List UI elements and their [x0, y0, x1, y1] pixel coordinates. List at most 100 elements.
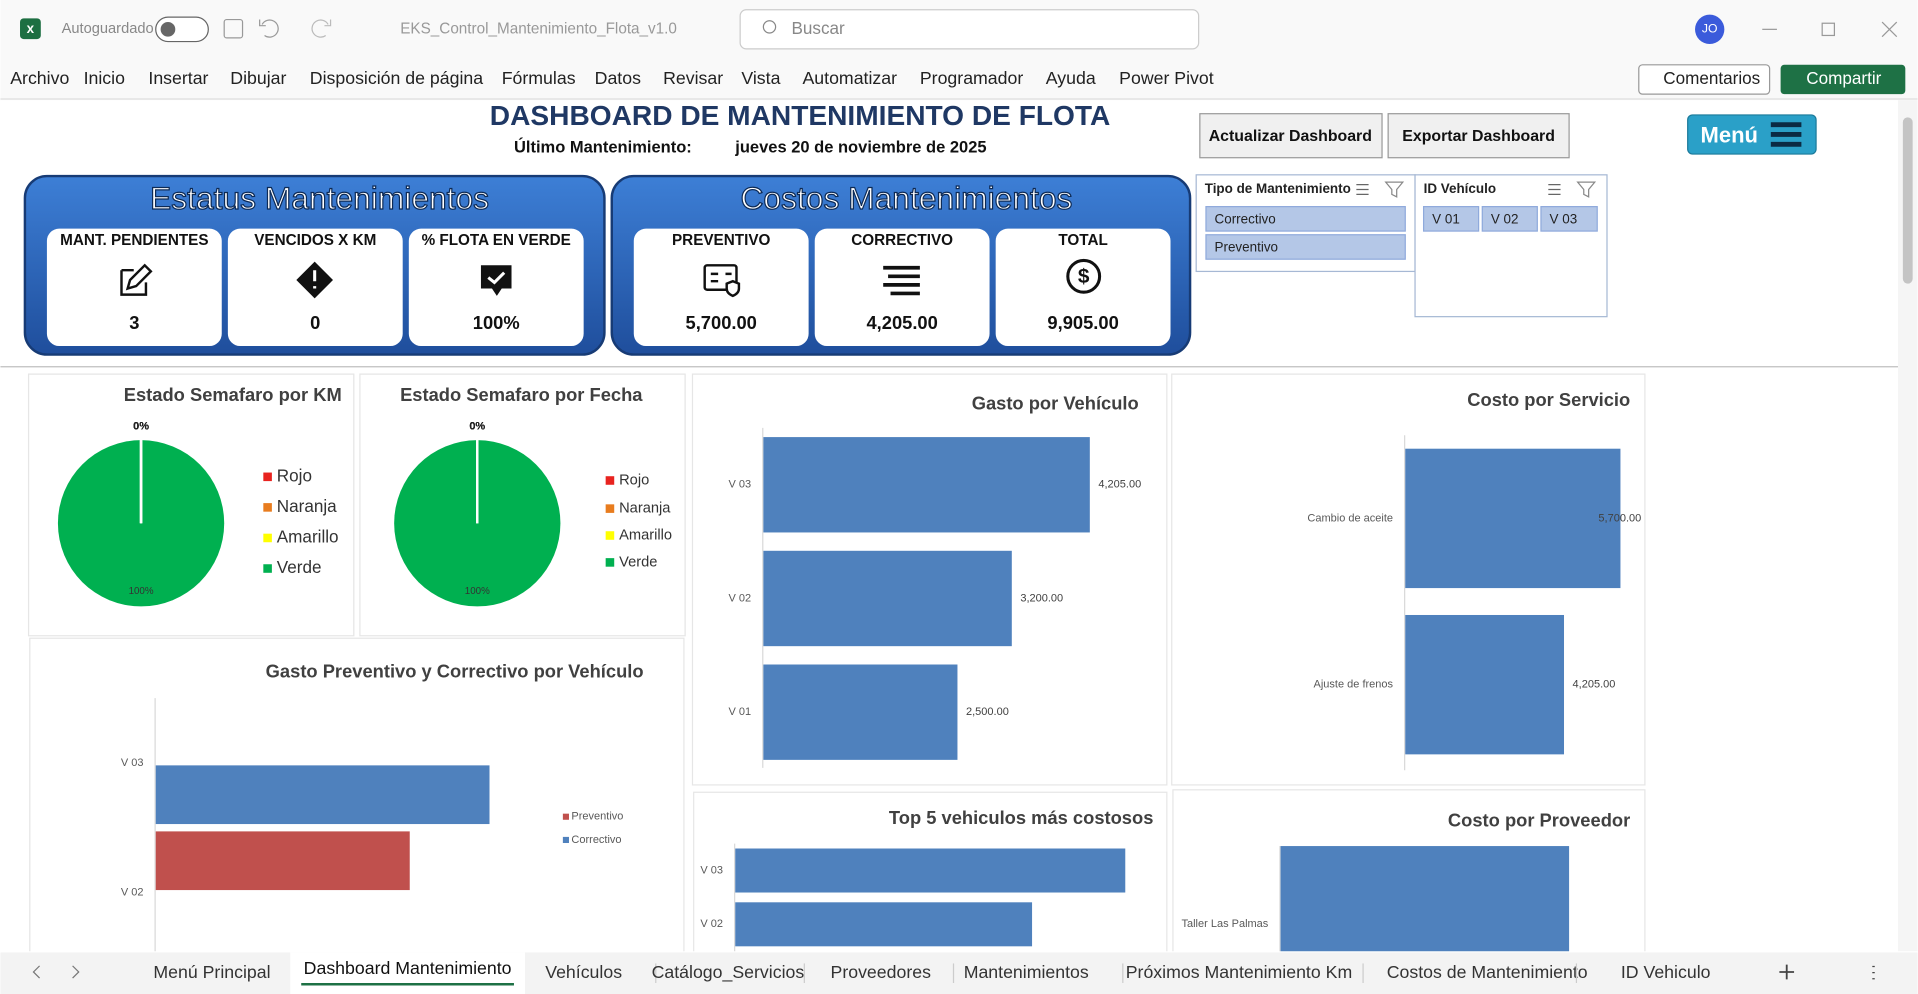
avatar-initials: JO [1702, 22, 1718, 36]
kpi-value: 5,700.00 [686, 312, 757, 333]
bar-value-label: 2,500.00 [966, 706, 1009, 718]
close[interactable] [1881, 21, 1898, 38]
restore[interactable] [1821, 22, 1836, 37]
share-button[interactable] [1780, 64, 1906, 95]
scroll-thumb[interactable] [1902, 117, 1913, 284]
search-placeholder: Buscar [791, 19, 845, 38]
search-icon [762, 20, 777, 34]
tab-scroll[interactable] [32, 965, 80, 979]
sheet-tab[interactable]: ID Vehiculo [1621, 962, 1711, 982]
menu-item[interactable]: Disposición de página [310, 68, 484, 88]
slicer-item-label: V 03 [1550, 212, 1578, 227]
legend-label: Correctivo [571, 834, 621, 846]
pie-label: 0% [469, 421, 485, 433]
menu-icon [1770, 122, 1802, 147]
lines-icon [883, 265, 920, 296]
legend-swatch [605, 476, 615, 485]
sheet-tab[interactable]: Mantenimientos [964, 962, 1089, 982]
kpi-card [633, 228, 809, 347]
sheet-tab[interactable]: Catálogo_Servicios [652, 962, 805, 983]
bar-value-label: 5,700.00 [1598, 512, 1641, 524]
chart-title: Top 5 vehiculos más costosos [889, 807, 1153, 828]
slicer-multiselect[interactable] [1548, 184, 1561, 196]
menu-item[interactable]: Revisar [663, 68, 723, 88]
slicer-item[interactable] [1205, 234, 1406, 260]
menu-item[interactable]: Dibujar [230, 68, 286, 88]
sheet-tab[interactable]: Vehículos [545, 962, 622, 982]
bar [735, 848, 1126, 893]
chart-title: Gasto Preventivo y Correctivo por Vehícu… [266, 660, 644, 681]
slicer [1414, 174, 1608, 318]
dashboard-title: DASHBOARD DE MANTENIMIENTO DE FLOTA [490, 100, 1110, 131]
kpi-label: PREVENTIVO [672, 232, 771, 249]
sheet-tab[interactable]: Menú Principal [153, 962, 270, 982]
sheet-tab[interactable]: Dashboard Mantenimiento [304, 958, 512, 978]
save-icon[interactable] [223, 18, 244, 39]
slicer-item[interactable] [1540, 206, 1598, 232]
excel-icon [20, 18, 41, 40]
slicer-item-label: Preventivo [1215, 240, 1279, 255]
slicer-title: ID Vehículo [1424, 181, 1496, 196]
bar-value-label: 4,205.00 [1573, 679, 1616, 691]
menu-item[interactable]: Archivo [10, 68, 69, 88]
update-label: Actualizar Dashboard [1209, 128, 1372, 145]
bar [735, 902, 1033, 947]
bar [1280, 846, 1570, 952]
menu-item[interactable]: Vista [741, 68, 780, 88]
legend-swatch [562, 836, 569, 844]
sheet-tab[interactable]: Costos de Mantenimiento [1387, 962, 1588, 982]
slicer-item-label: V 02 [1491, 212, 1519, 227]
slicer-item[interactable] [1205, 206, 1406, 232]
menu-item[interactable]: Power Pivot [1119, 68, 1214, 88]
category-label: V 03 [700, 864, 723, 876]
menu-item[interactable]: Programador [920, 68, 1024, 88]
bar [155, 831, 410, 891]
legend-label: Rojo [619, 472, 649, 488]
chart-title: Estado Semafaro por KM [124, 384, 342, 405]
kpi-label: TOTAL [1058, 232, 1107, 249]
avatar[interactable] [1695, 14, 1725, 45]
kpi-card [814, 228, 990, 347]
slicer-clear-filter[interactable] [1384, 181, 1405, 198]
bar-value-label: 4,205.00 [1098, 479, 1141, 491]
slicer-item[interactable] [1422, 206, 1480, 232]
category-label: V 02 [700, 918, 723, 930]
slicer-multiselect[interactable] [1356, 184, 1369, 196]
id-icon [703, 264, 738, 291]
pie-label: 0% [133, 421, 149, 433]
menu-item[interactable]: Fórmulas [502, 68, 576, 88]
search-box[interactable] [739, 9, 1200, 50]
scrollbar[interactable] [1897, 100, 1918, 952]
menu-item[interactable]: Insertar [148, 68, 208, 88]
edit-icon [120, 263, 153, 296]
slicer-clear-filter[interactable] [1576, 181, 1597, 198]
bar [1405, 614, 1565, 755]
menu-item[interactable]: Datos [595, 68, 641, 88]
file-name[interactable]: EKS_Control_Mantenimiento_Flota_v1.0 [400, 20, 677, 37]
slicer-item[interactable] [1481, 206, 1538, 232]
sheet-tab[interactable]: Próximos Mantenimiento Km [1126, 962, 1353, 982]
bar [763, 550, 1012, 647]
chart-title: Costo por Servicio [1467, 389, 1630, 410]
add-sheet[interactable] [1779, 964, 1795, 980]
legend-label: Naranja [277, 497, 337, 516]
update-button[interactable] [1199, 113, 1383, 159]
category-label: V 02 [121, 886, 144, 898]
menu-bar: Archivo Inicio Insertar Dibujar Disposición … [10, 68, 1214, 88]
export-button[interactable] [1387, 113, 1570, 159]
legend-label: Amarillo [277, 527, 339, 546]
sheet-tab[interactable]: Proveedores [831, 962, 932, 982]
menu-item[interactable]: Inicio [84, 68, 126, 88]
legend-label: Preventivo [571, 811, 623, 823]
undo-icon[interactable] [259, 19, 279, 38]
kpi-label: MANT. PENDIENTES [60, 232, 208, 249]
menu-item[interactable]: Automatizar [803, 68, 898, 88]
redo-icon[interactable] [311, 19, 332, 38]
category-label: Ajuste de frenos [1314, 679, 1394, 691]
pie-label: 100% [465, 586, 490, 597]
comments-button[interactable] [1638, 64, 1771, 95]
menu-item[interactable]: Ayuda [1046, 68, 1096, 88]
kpi-value: 3 [129, 312, 139, 333]
